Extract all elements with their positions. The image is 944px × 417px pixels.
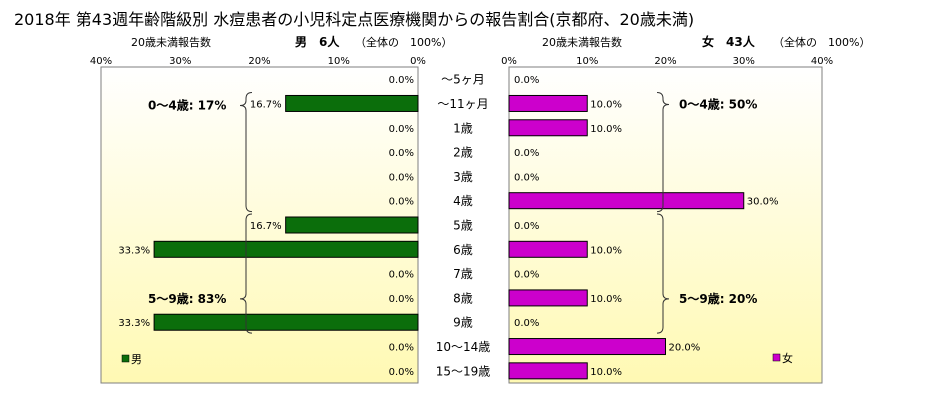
male-value-label: 0.0% (389, 294, 414, 305)
female-value-label: 0.0% (514, 75, 539, 86)
male-x-tick-label: 40% (90, 56, 112, 67)
male-value-label: 33.3% (118, 318, 150, 329)
male-bar (285, 216, 419, 234)
chart-title: 2018年 第43週年齢階級別 水痘患者の小児科定点医療機関からの報告割合(京都… (14, 10, 695, 29)
male-x-tick-label: 20% (248, 56, 270, 67)
age-category-label: 3歳 (453, 170, 473, 184)
female-value-label: 0.0% (514, 318, 539, 329)
age-category-label: ～11ヶ月 (437, 97, 488, 111)
female-value-label: 30.0% (747, 197, 779, 208)
female-value-label: 10.0% (590, 367, 622, 378)
female-bar (508, 94, 588, 112)
male-x-tick-label: 30% (169, 56, 191, 67)
female-bar (508, 289, 588, 307)
male-value-label: 0.0% (389, 197, 414, 208)
female-group-bracket (656, 213, 670, 334)
female-legend-swatch (772, 353, 781, 362)
female-x-tick-label: 10% (576, 56, 598, 67)
female-value-label: 0.0% (514, 172, 539, 183)
male-header-note: （全体の 100%） (355, 35, 452, 49)
age-category-label: 8歳 (453, 291, 473, 305)
female-bar (508, 240, 588, 258)
male-value-label: 0.0% (389, 75, 414, 86)
female-header: 女 43人 (702, 34, 756, 49)
female-plot-area (508, 66, 823, 384)
male-value-label: 16.7% (250, 99, 282, 110)
female-value-label: 10.0% (590, 124, 622, 135)
male-x-tick-label: 10% (328, 56, 350, 67)
age-category-label: ～5ヶ月 (441, 73, 485, 87)
male-value-label: 0.0% (389, 270, 414, 281)
age-category-label: 5歳 (453, 219, 473, 233)
female-value-label: 0.0% (514, 270, 539, 281)
female-group-label: 5～9歳: 20% (679, 291, 757, 306)
male-legend-swatch (121, 354, 130, 363)
age-category-label: 4歳 (453, 194, 473, 208)
female-bar (508, 192, 745, 210)
female-value-label: 0.0% (514, 148, 539, 159)
male-bar (285, 94, 419, 112)
female-value-label: 0.0% (514, 221, 539, 232)
female-value-label: 20.0% (669, 343, 701, 354)
male-value-label: 0.0% (389, 172, 414, 183)
female-x-tick-label: 0% (501, 56, 517, 67)
female-bar (508, 362, 588, 380)
female-header-note: （全体の 100%） (773, 35, 870, 49)
male-group-bracket (239, 213, 253, 334)
female-legend-label: 女 (782, 351, 793, 365)
female-group-bracket (656, 92, 670, 213)
female-value-label: 10.0% (590, 294, 622, 305)
female-group-label: 0～4歳: 50% (679, 96, 757, 111)
male-bar (153, 313, 419, 331)
age-category-label: 10～14歳 (436, 340, 491, 354)
female-value-label: 10.0% (590, 245, 622, 256)
female-bar (508, 119, 588, 137)
male-group-label: 0～4歳: 17% (148, 97, 226, 112)
age-category-label: 9歳 (453, 316, 473, 330)
age-category-label: 7歳 (453, 267, 473, 281)
female-value-label: 10.0% (590, 99, 622, 110)
male-value-label: 16.7% (250, 221, 282, 232)
male-x-tick-label: 0% (410, 56, 426, 67)
female-bar (508, 338, 666, 356)
male-value-label: 33.3% (118, 245, 150, 256)
female-x-tick-label: 30% (733, 56, 755, 67)
female-subtitle: 20歳未満報告数 (542, 36, 622, 49)
age-category-label: 2歳 (453, 146, 473, 160)
male-group-bracket (239, 92, 253, 213)
male-value-label: 0.0% (389, 148, 414, 159)
male-group-label: 5～9歳: 83% (148, 291, 226, 306)
age-category-label: 1歳 (453, 121, 473, 135)
male-legend-label: 男 (131, 353, 142, 366)
male-value-label: 0.0% (389, 124, 414, 135)
age-category-label: 6歳 (453, 243, 473, 257)
age-category-label: 15～19歳 (436, 364, 491, 378)
male-bar (153, 240, 419, 258)
male-subtitle: 20歳未満報告数 (131, 36, 211, 49)
male-value-label: 0.0% (389, 343, 414, 354)
male-value-label: 0.0% (389, 367, 414, 378)
female-x-tick-label: 40% (811, 56, 833, 67)
female-x-tick-label: 20% (654, 56, 676, 67)
male-header: 男 6人 (295, 34, 340, 49)
